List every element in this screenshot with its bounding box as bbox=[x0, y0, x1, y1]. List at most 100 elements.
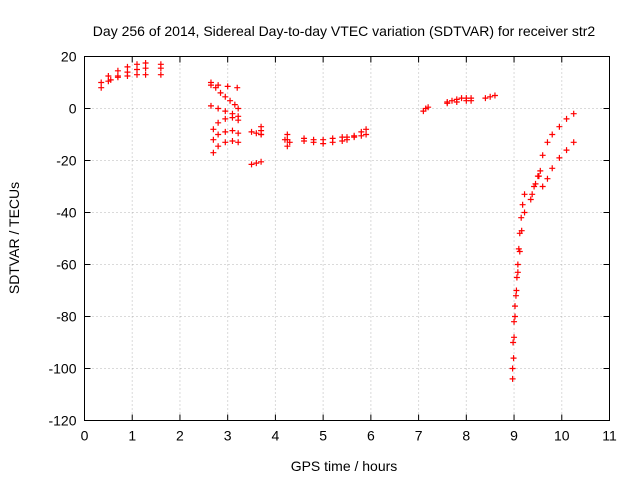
data-point bbox=[549, 165, 556, 172]
data-point bbox=[210, 126, 217, 133]
y-tick-label: 0 bbox=[69, 101, 77, 117]
data-point bbox=[329, 139, 336, 146]
data-point bbox=[134, 61, 140, 68]
data-point bbox=[491, 92, 498, 99]
data-point bbox=[227, 97, 234, 104]
data-point bbox=[215, 105, 222, 112]
series-arc-23 bbox=[482, 92, 498, 102]
data-point bbox=[339, 138, 346, 144]
data-point bbox=[544, 139, 551, 146]
data-points bbox=[98, 60, 577, 382]
x-tick-label: 6 bbox=[367, 428, 375, 444]
data-point bbox=[253, 130, 260, 137]
data-point bbox=[222, 108, 229, 115]
data-point bbox=[482, 95, 489, 102]
y-tick-label: -80 bbox=[56, 309, 76, 325]
data-point bbox=[234, 84, 241, 91]
data-point bbox=[518, 214, 525, 221]
data-point bbox=[114, 67, 121, 74]
data-point bbox=[98, 79, 105, 86]
y-tick-label: 20 bbox=[61, 49, 77, 65]
data-point bbox=[142, 71, 149, 78]
y-tick-label: -40 bbox=[56, 205, 76, 221]
data-point bbox=[210, 136, 217, 143]
data-point bbox=[114, 74, 121, 81]
data-point bbox=[512, 292, 519, 299]
data-point bbox=[521, 191, 528, 198]
data-point bbox=[509, 375, 516, 382]
data-point bbox=[157, 61, 164, 68]
data-point bbox=[124, 63, 131, 70]
data-point bbox=[358, 132, 365, 139]
data-point bbox=[235, 130, 242, 137]
data-point bbox=[518, 227, 525, 234]
data-point bbox=[532, 180, 539, 187]
series-arc-08 bbox=[210, 114, 242, 133]
series-arc-13 bbox=[248, 158, 265, 168]
data-point bbox=[235, 139, 242, 146]
data-point bbox=[248, 161, 255, 168]
series-arc-03 bbox=[107, 71, 149, 83]
series-arc-17 bbox=[301, 138, 346, 147]
data-point bbox=[487, 93, 494, 100]
plot-frame bbox=[84, 56, 610, 421]
series-arc-15 bbox=[284, 131, 291, 150]
series-arc-24 bbox=[509, 191, 528, 382]
data-point bbox=[363, 126, 370, 133]
data-point bbox=[563, 115, 570, 122]
x-tick-label: 11 bbox=[602, 428, 617, 444]
data-point bbox=[512, 303, 518, 310]
x-tick-label: 1 bbox=[128, 428, 136, 444]
data-point bbox=[549, 131, 556, 138]
y-tick-label: -20 bbox=[56, 153, 76, 169]
data-point bbox=[539, 183, 546, 190]
series-arc-19 bbox=[344, 131, 370, 141]
x-tick-label: 5 bbox=[319, 428, 327, 444]
data-point bbox=[521, 209, 528, 216]
data-point bbox=[453, 99, 460, 105]
data-point bbox=[229, 114, 236, 121]
data-point bbox=[215, 131, 222, 138]
data-point bbox=[207, 102, 214, 109]
y-tick-label: -60 bbox=[56, 257, 76, 273]
chart-title: Day 256 of 2014, Sidereal Day-to-day VTE… bbox=[93, 23, 596, 39]
data-point bbox=[510, 355, 517, 362]
data-point bbox=[284, 136, 291, 143]
data-point bbox=[444, 99, 451, 105]
data-point bbox=[513, 274, 520, 281]
x-tick-label: 7 bbox=[415, 428, 423, 444]
data-point bbox=[142, 60, 149, 66]
data-point bbox=[124, 73, 131, 79]
data-point bbox=[570, 139, 577, 146]
data-point bbox=[513, 287, 520, 294]
data-point bbox=[215, 82, 222, 89]
data-point bbox=[514, 261, 521, 268]
data-point bbox=[519, 201, 526, 208]
data-point bbox=[449, 97, 455, 104]
data-point bbox=[105, 73, 112, 79]
x-tick-label: 3 bbox=[224, 428, 232, 444]
y-axis-label: SDTVAR / TECUs bbox=[6, 182, 22, 294]
data-point bbox=[544, 175, 551, 182]
x-tick-label: 2 bbox=[176, 428, 184, 444]
x-tick-label: 0 bbox=[81, 428, 89, 444]
data-point bbox=[215, 143, 222, 150]
data-point bbox=[231, 101, 238, 108]
data-point bbox=[134, 71, 140, 78]
data-point bbox=[258, 158, 265, 165]
data-point bbox=[222, 115, 229, 122]
series-arc-04 bbox=[157, 61, 164, 78]
data-point bbox=[351, 134, 358, 141]
data-point bbox=[217, 89, 224, 96]
data-point bbox=[510, 339, 517, 346]
data-point bbox=[514, 269, 521, 276]
data-point bbox=[425, 104, 432, 111]
data-point bbox=[157, 71, 164, 78]
series-arc-07 bbox=[207, 102, 242, 120]
y-tick-label: -120 bbox=[48, 413, 76, 429]
data-point bbox=[556, 123, 563, 130]
series-arc-28 bbox=[539, 110, 577, 159]
series-arc-25 bbox=[510, 209, 528, 346]
data-point bbox=[258, 131, 265, 138]
